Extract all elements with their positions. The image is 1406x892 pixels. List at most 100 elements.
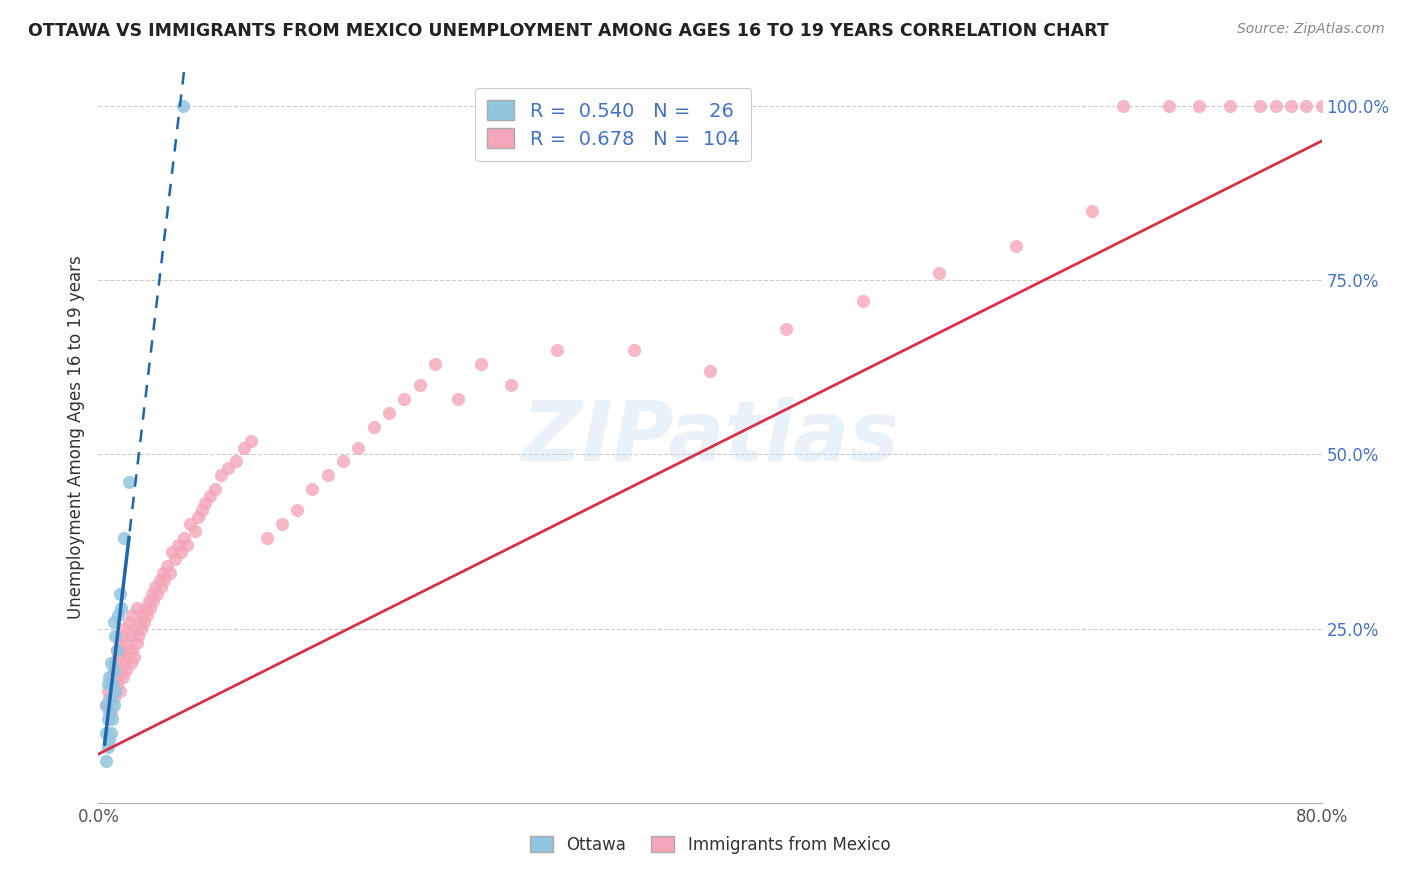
Point [112,622,135,636]
Point [184,524,207,538]
Point [149,573,172,587]
Point [129,622,152,636]
Point [100,705,122,719]
Point [139,600,162,615]
Point [152,566,174,580]
Point [153,573,176,587]
Point [1279,99,1302,113]
Point [138,594,160,608]
Point [94,698,117,713]
Point [111,670,134,684]
Point [100,691,122,706]
Point [94,754,117,768]
Point [104,684,127,698]
Point [163,552,186,566]
Point [150,580,173,594]
Point [347,441,370,455]
Point [112,657,135,671]
Point [98,733,121,747]
Point [110,664,132,678]
Point [97,684,120,698]
Point [136,607,159,622]
Point [94,726,117,740]
Point [392,392,416,406]
Point [101,677,124,691]
Point [103,698,125,713]
Point [97,712,120,726]
Point [1310,99,1333,113]
Point [107,607,129,622]
Point [775,322,797,336]
Point [194,496,217,510]
Point [232,441,254,455]
Point [270,517,292,532]
Point [423,357,446,371]
Point [1188,99,1211,113]
Point [117,649,139,664]
Point [115,635,138,649]
Point [107,670,129,684]
Point [103,664,125,678]
Point [285,503,308,517]
Point [546,343,568,357]
Point [143,580,166,594]
Point [100,726,122,740]
Point [204,483,226,497]
Point [108,635,131,649]
Point [121,607,143,622]
Point [103,615,125,629]
Point [1249,99,1271,113]
Point [1219,99,1241,113]
Point [378,406,401,420]
Point [134,615,156,629]
Point [225,454,247,468]
Point [100,657,122,671]
Point [142,594,165,608]
Point [110,642,132,657]
Point [332,454,354,468]
Point [501,377,523,392]
Point [111,629,134,643]
Point [167,538,190,552]
Text: ZIPatlas: ZIPatlas [522,397,898,477]
Point [108,684,131,698]
Point [98,691,121,706]
Point [301,483,323,497]
Point [97,740,120,755]
Point [1157,99,1180,113]
Point [100,677,122,691]
Point [1004,238,1026,252]
Point [1112,99,1135,113]
Point [118,615,141,629]
Point [118,642,141,657]
Point [120,657,142,671]
Point [209,468,232,483]
Point [1264,99,1286,113]
Point [107,649,129,664]
Point [104,684,127,698]
Point [240,434,263,448]
Point [98,670,121,684]
Point [141,587,163,601]
Point [408,377,430,392]
Point [852,294,875,309]
Point [127,629,149,643]
Point [104,629,127,643]
Point [187,510,209,524]
Point [105,677,128,691]
Y-axis label: Unemployment Among Ages 16 to 19 years: Unemployment Among Ages 16 to 19 years [66,255,84,619]
Point [101,670,124,684]
Point [173,531,195,545]
Point [179,517,201,532]
Point [217,461,239,475]
Point [101,712,124,726]
Point [172,99,194,113]
Point [623,343,645,357]
Point [105,642,128,657]
Point [124,622,146,636]
Point [120,629,142,643]
Point [132,607,155,622]
Point [115,664,138,678]
Point [110,600,132,615]
Point [170,545,193,559]
